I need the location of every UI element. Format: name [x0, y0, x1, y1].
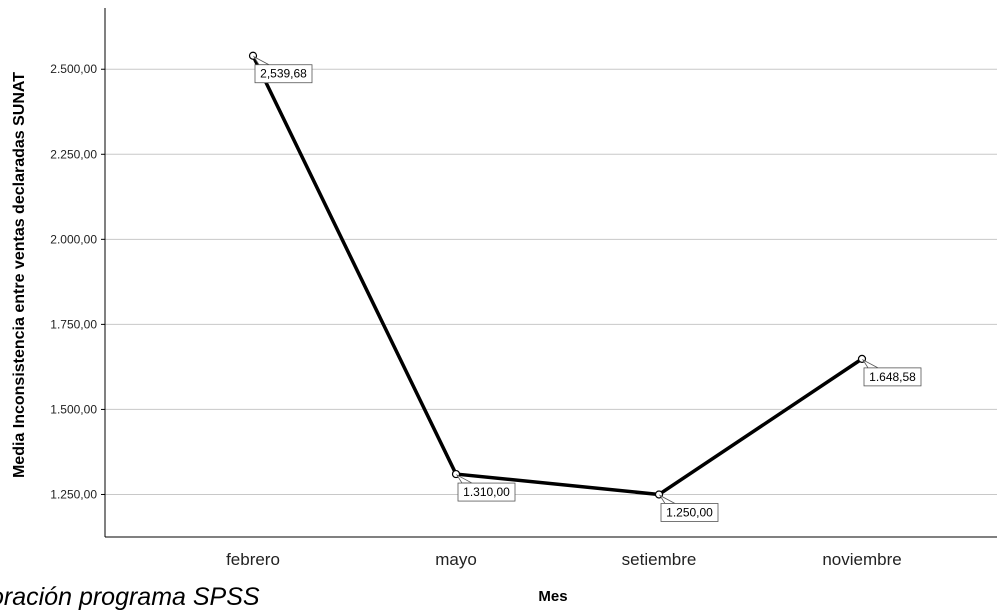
x-tick-label: noviembre [822, 550, 901, 569]
data-labels: 2,539,68 1.310,00 1.250,00 1.648,58 [252, 55, 922, 522]
x-axis-title: Mes [538, 588, 567, 605]
series-line-path [251, 53, 864, 497]
figure-caption: oración programa SPSS [0, 583, 260, 611]
series-line [248, 51, 867, 499]
data-label-box [254, 64, 313, 84]
y-tick-label: 1.500,00 [50, 402, 97, 416]
data-label: 2,539,68 [260, 67, 307, 81]
data-label: 1.310,00 [463, 485, 510, 499]
y-tick-label: 2.250,00 [50, 147, 97, 161]
y-tick-label: 1.750,00 [50, 317, 97, 331]
y-axis-title: Media Inconsistencia entre ventas declar… [11, 72, 28, 478]
data-label-pointer [658, 494, 676, 504]
data-label: 1.648,58 [869, 370, 916, 384]
x-tick-label: mayo [435, 550, 477, 569]
x-tick-label: setiembre [622, 550, 697, 569]
y-tick-label: 1.250,00 [50, 487, 97, 501]
y-tick-label: 2.000,00 [50, 232, 97, 246]
data-label: 1.250,00 [666, 505, 713, 519]
y-tick-labels: 1.250,00 1.500,00 1.750,00 2.000,00 2.250,00… [50, 62, 105, 501]
data-label-pointer [861, 358, 879, 369]
data-label-box [660, 503, 719, 522]
gridlines [105, 68, 997, 495]
x-tick-labels: febrero mayo setiembre noviembre [226, 550, 902, 569]
data-label-box [457, 482, 516, 502]
data-label-box [863, 367, 922, 387]
x-tick-label: febrero [226, 550, 280, 569]
axes [104, 8, 997, 538]
y-tick-label: 2.500,00 [50, 62, 97, 76]
